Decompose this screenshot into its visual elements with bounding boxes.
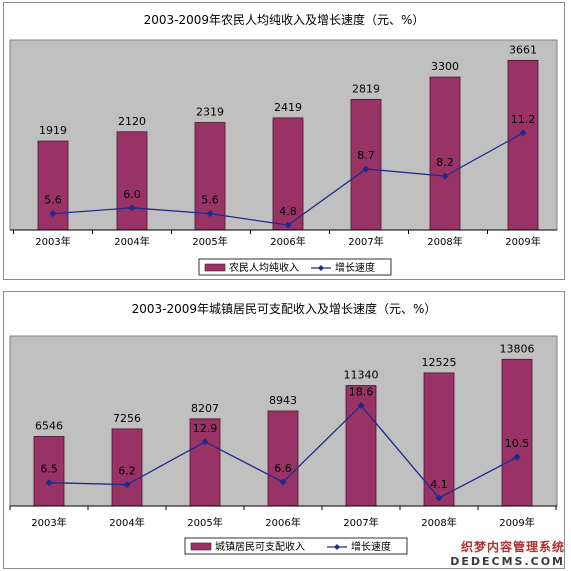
bar-value-label: 1919 <box>39 124 67 137</box>
bar <box>189 418 221 507</box>
growth-point <box>206 210 214 218</box>
x-tick-label: 2007年 <box>348 235 383 248</box>
growth-value-label: 8.7 <box>357 149 375 162</box>
x-tick-label: 2004年 <box>114 235 149 248</box>
bar <box>116 131 148 231</box>
growth-point <box>123 481 131 489</box>
growth-point <box>513 453 521 461</box>
legend-bar-label: 农民人均纯收入 <box>229 261 299 274</box>
legend-line-marker <box>318 265 324 271</box>
legend: 城镇居民可支配收入 增长速度 <box>184 537 408 555</box>
bar-value-label: 3661 <box>509 43 537 56</box>
bar <box>507 59 539 231</box>
growth-point <box>362 165 370 173</box>
bar-value-label: 8207 <box>191 402 219 415</box>
x-tick-label: 2008年 <box>427 235 462 248</box>
bar <box>429 76 461 231</box>
x-tick-label: 2006年 <box>270 235 305 248</box>
bar-value-label: 2319 <box>196 106 224 119</box>
growth-value-label: 18.6 <box>349 385 374 398</box>
legend: 农民人均纯收入 增长速度 <box>198 258 392 276</box>
x-tick-label: 2006年 <box>265 516 300 529</box>
growth-value-label: 10.5 <box>505 437 530 450</box>
watermark-line-1: 织梦内容管理系统 <box>460 540 565 554</box>
x-tick-label: 2004年 <box>109 516 144 529</box>
legend-line-label: 增长速度 <box>351 540 391 553</box>
urban-income-chart-svg: 2003-2009年城镇居民可支配收入及增长速度（元、%） 6546 7256 820… <box>3 291 565 569</box>
bar-value-label: 2120 <box>118 115 146 128</box>
x-tick-label: 2003年 <box>31 516 66 529</box>
growth-point <box>201 438 209 446</box>
growth-value-label: 4.1 <box>430 478 448 491</box>
growth-point <box>45 479 53 487</box>
bar-value-label: 12525 <box>422 356 457 369</box>
legend-bar-label: 城镇居民可支配收入 <box>215 540 305 553</box>
bar <box>501 358 533 507</box>
legend-line-marker <box>334 544 340 550</box>
growth-value-label: 6.6 <box>274 462 292 475</box>
chart-title: 2003-2009年农民人均纯收入及增长速度（元、%） <box>144 12 425 27</box>
growth-value-label: 8.2 <box>436 156 454 169</box>
bar <box>111 428 143 507</box>
watermark: 织梦内容管理系统 DEDECMS.COM <box>450 538 565 568</box>
legend-bar-swatch <box>204 263 226 272</box>
x-tick-label: 2005年 <box>192 235 227 248</box>
growth-point <box>128 204 136 212</box>
growth-value-label: 6.5 <box>40 463 58 476</box>
growth-point <box>284 221 292 229</box>
bar <box>350 98 382 231</box>
growth-point <box>279 478 287 486</box>
bar-value-label: 3300 <box>431 60 459 73</box>
legend-box <box>184 537 408 555</box>
bar-value-label: 7256 <box>113 412 141 425</box>
bar <box>267 410 299 507</box>
growth-value-label: 5.6 <box>44 194 62 207</box>
growth-point <box>357 401 365 409</box>
growth-value-label: 5.6 <box>201 194 219 207</box>
bar <box>33 436 65 507</box>
bar-value-label: 2419 <box>274 101 302 114</box>
x-tick-label: 2003年 <box>35 235 70 248</box>
urban-income-chart: 2003-2009年城镇居民可支配收入及增长速度（元、%） 6546 7256 820… <box>3 291 565 569</box>
bar <box>37 140 69 231</box>
legend-bar-swatch <box>190 542 212 551</box>
growth-point <box>435 494 443 502</box>
growth-value-label: 4.8 <box>279 205 297 218</box>
bar-value-label: 2819 <box>352 82 380 95</box>
x-tick-label: 2007年 <box>343 516 378 529</box>
legend-box <box>198 258 392 276</box>
growth-point <box>441 172 449 180</box>
x-tick-label: 2008年 <box>421 516 456 529</box>
bar-value-label: 11340 <box>344 369 379 382</box>
legend-line-label: 增长速度 <box>335 261 375 274</box>
growth-value-label: 6.2 <box>118 465 136 478</box>
bar-value-label: 8943 <box>269 394 297 407</box>
growth-point <box>49 210 57 218</box>
x-tick-label: 2009年 <box>505 235 540 248</box>
bar <box>423 372 455 507</box>
bar-value-label: 13806 <box>500 342 535 355</box>
growth-value-label: 12.9 <box>193 422 218 435</box>
growth-value-label: 11.2 <box>511 113 536 126</box>
growth-value-label: 6.0 <box>123 188 141 201</box>
x-tick-label: 2009年 <box>499 516 534 529</box>
rural-income-chart-svg: 2003-2009年农民人均纯收入及增长速度（元、%） 1919 2120 2319 2… <box>3 2 565 280</box>
x-tick-label: 2005年 <box>187 516 222 529</box>
bar-value-label: 6546 <box>35 419 63 432</box>
watermark-line-2: DEDECMS.COM <box>450 555 565 568</box>
rural-income-chart: 2003-2009年农民人均纯收入及增长速度（元、%） 1919 2120 2319 2… <box>3 2 565 280</box>
growth-point <box>519 129 527 137</box>
chart-title: 2003-2009年城镇居民可支配收入及增长速度（元、%） <box>132 301 437 316</box>
